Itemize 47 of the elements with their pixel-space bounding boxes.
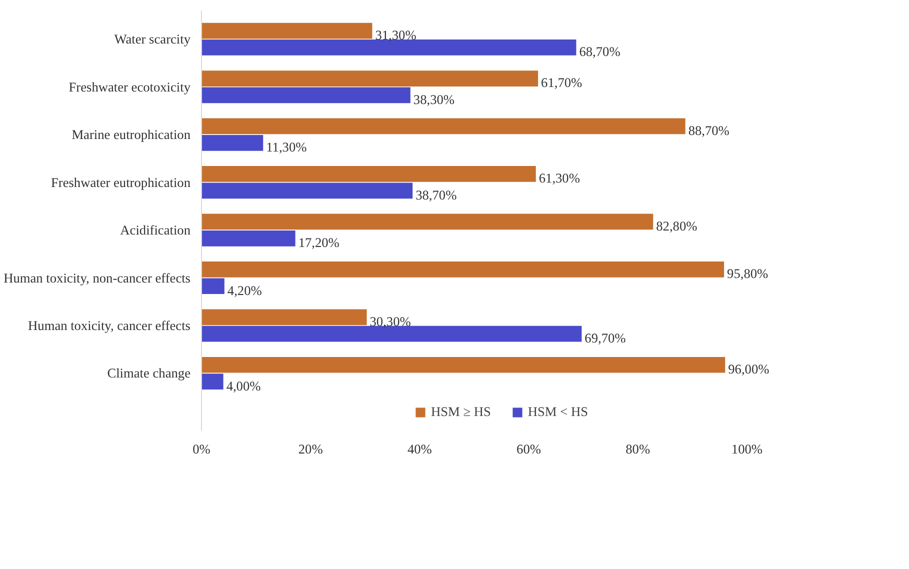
data-label: 4,00% (226, 378, 261, 394)
bar (202, 182, 413, 199)
bar (202, 374, 224, 390)
bar (202, 278, 224, 294)
data-label: 4,20% (227, 282, 262, 298)
x-tick-label: 100% (731, 442, 763, 456)
data-label: 69,70% (584, 330, 626, 346)
bar (202, 261, 724, 278)
x-tick-label: 0% (192, 442, 210, 456)
bar (202, 135, 264, 151)
bar (202, 309, 367, 326)
y-tick-label: Freshwater eutrophication (50, 174, 191, 190)
bar (202, 214, 654, 230)
y-tick-label: Human toxicity, cancer effects (28, 318, 191, 333)
y-tick-label: Freshwater ecotoxicity (68, 79, 191, 94)
y-tick-label: Climate change (107, 366, 191, 381)
data-label: 31,30% (375, 27, 416, 42)
data-label: 95,80% (727, 266, 768, 282)
data-label: 61,70% (541, 75, 582, 90)
bar (202, 166, 536, 182)
bar (202, 87, 410, 104)
data-label: 88,70% (688, 122, 730, 138)
bar (202, 70, 538, 86)
data-label: 61,30% (538, 170, 580, 186)
bar (202, 230, 296, 246)
x-tick-label: 40% (407, 442, 432, 456)
legend-label: HSM < HS (528, 404, 588, 420)
y-tick-label: Marine eutrophication (72, 127, 191, 142)
data-label: 38,30% (413, 92, 455, 107)
x-tick-label: 20% (298, 442, 323, 456)
data-label: 68,70% (579, 44, 620, 60)
bar (202, 118, 686, 134)
data-label: 96,00% (728, 362, 770, 377)
data-label: 17,20% (298, 235, 340, 250)
legend-label: HSM ≥ HS (430, 404, 491, 420)
data-label: 30,30% (370, 314, 411, 329)
y-tick-label: Acidification (120, 222, 191, 238)
bar (202, 40, 576, 56)
x-tick-label: 60% (516, 442, 541, 456)
y-tick-label: Human toxicity, non-cancer effects (4, 270, 191, 286)
x-tick-label: 80% (626, 442, 650, 456)
y-tick-label: Water scarcity (114, 32, 191, 47)
bar (202, 22, 372, 39)
bar (202, 356, 726, 373)
data-label: 11,30% (266, 140, 307, 155)
data-label: 82,80% (656, 218, 698, 234)
data-label: 38,70% (416, 187, 457, 202)
